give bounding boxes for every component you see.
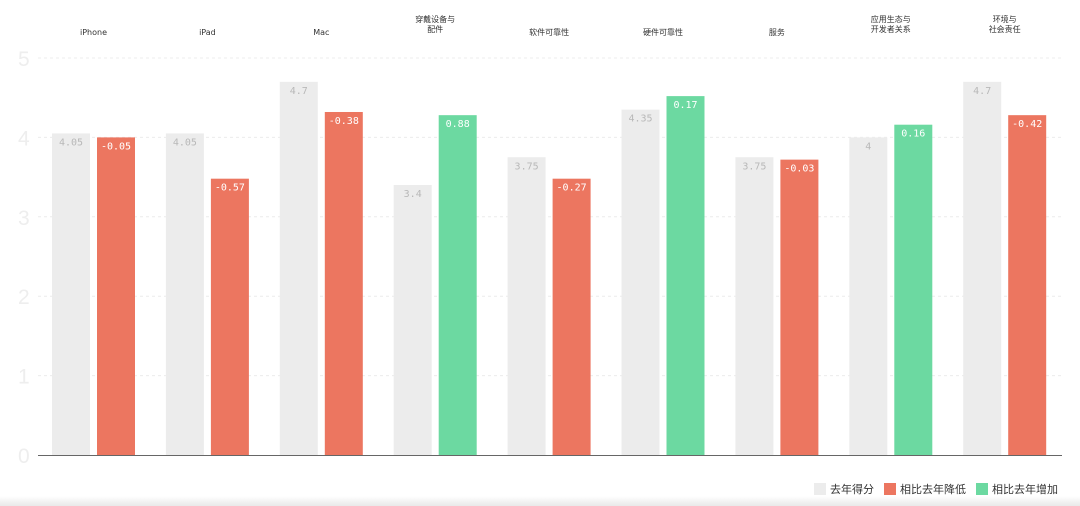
category-label: 环境与 — [993, 14, 1017, 24]
legend-swatch-increase — [976, 483, 988, 495]
bar-label-change: -0.27 — [557, 183, 587, 194]
bar-decrease — [552, 178, 591, 456]
category-label: 穿戴设备与 — [415, 14, 455, 24]
bar-last-year — [735, 157, 774, 455]
bar-label-change: 0.88 — [446, 119, 470, 130]
bar-last-year — [507, 157, 546, 455]
bar-increase — [894, 124, 933, 456]
bar-increase — [438, 115, 477, 455]
bars — [52, 81, 1047, 456]
legend-item-decrease: 相比去年降低 — [884, 481, 966, 497]
category-label: 配件 — [427, 24, 443, 34]
legend-label-decrease: 相比去年降低 — [900, 483, 966, 496]
bar-label-last-year: 3.75 — [742, 161, 766, 172]
bar-label-change: -0.03 — [784, 164, 814, 175]
bar-label-last-year: 3.75 — [515, 161, 539, 172]
bar-label-last-year: 3.4 — [404, 189, 422, 200]
bar-label-last-year: 4.05 — [59, 137, 83, 148]
bar-decrease — [780, 159, 819, 455]
bar-decrease — [97, 137, 135, 455]
legend-item-increase: 相比去年增加 — [976, 481, 1058, 497]
bar-increase — [666, 96, 705, 455]
y-tick-label: 4 — [18, 127, 30, 150]
bar-decrease — [1008, 115, 1047, 455]
category-label: 社会责任 — [989, 24, 1021, 34]
bar-label-last-year: 4.7 — [973, 86, 991, 97]
bar-label-last-year: 4.35 — [628, 114, 652, 125]
bottom-fade — [0, 496, 1080, 506]
category-label: iPhone — [80, 28, 107, 37]
y-tick-label: 5 — [18, 48, 30, 71]
bar-label-change: -0.57 — [215, 183, 245, 194]
legend-label-last-year: 去年得分 — [830, 483, 874, 496]
bar-label-change: -0.42 — [1012, 119, 1042, 130]
bar-decrease — [210, 178, 249, 456]
category-label: Mac — [313, 28, 329, 37]
legend: 去年得分 相比去年降低 相比去年增加 — [814, 481, 1058, 497]
legend-label-increase: 相比去年增加 — [992, 483, 1058, 496]
bar-last-year — [279, 81, 318, 455]
legend-swatch-decrease — [884, 483, 896, 495]
category-label: 软件可靠性 — [529, 27, 569, 37]
bar-last-year — [963, 81, 1002, 455]
bar-label-last-year: 4.7 — [290, 86, 308, 97]
y-axis-ticks: 0 1 2 3 4 5 — [18, 48, 30, 468]
y-tick-label: 3 — [18, 207, 30, 230]
legend-item-last-year: 去年得分 — [814, 481, 874, 497]
bar-last-year — [849, 137, 888, 455]
bar-label-change: 0.16 — [901, 129, 925, 140]
bar-label-last-year: 4.05 — [173, 137, 197, 148]
bar-last-year — [621, 109, 660, 456]
bar-last-year — [165, 133, 204, 455]
bar-decrease — [324, 111, 363, 455]
category-label: 硬件可靠性 — [643, 27, 683, 37]
gridlines — [38, 57, 1062, 377]
category-label: iPad — [199, 28, 216, 37]
bar-label-change: -0.05 — [101, 141, 131, 152]
y-tick-label: 1 — [18, 366, 30, 389]
category-label: 应用生态与 — [871, 14, 911, 24]
category-label: 开发者关系 — [871, 24, 911, 34]
bar-label-last-year: 4 — [865, 141, 871, 152]
bar-label-change: -0.38 — [329, 116, 359, 127]
bar-last-year — [52, 133, 90, 455]
bar-last-year — [393, 185, 432, 456]
legend-swatch-last-year — [814, 483, 826, 495]
y-tick-label: 2 — [18, 286, 30, 309]
y-tick-label: 0 — [18, 445, 30, 468]
bar-label-change: 0.17 — [673, 100, 697, 111]
category-label: 服务 — [769, 27, 785, 37]
bar-value-labels: 4.05 -0.05 4.05 -0.57 4.7 -0.38 3.4 0.88 3.75 -0.… — [59, 86, 1042, 200]
